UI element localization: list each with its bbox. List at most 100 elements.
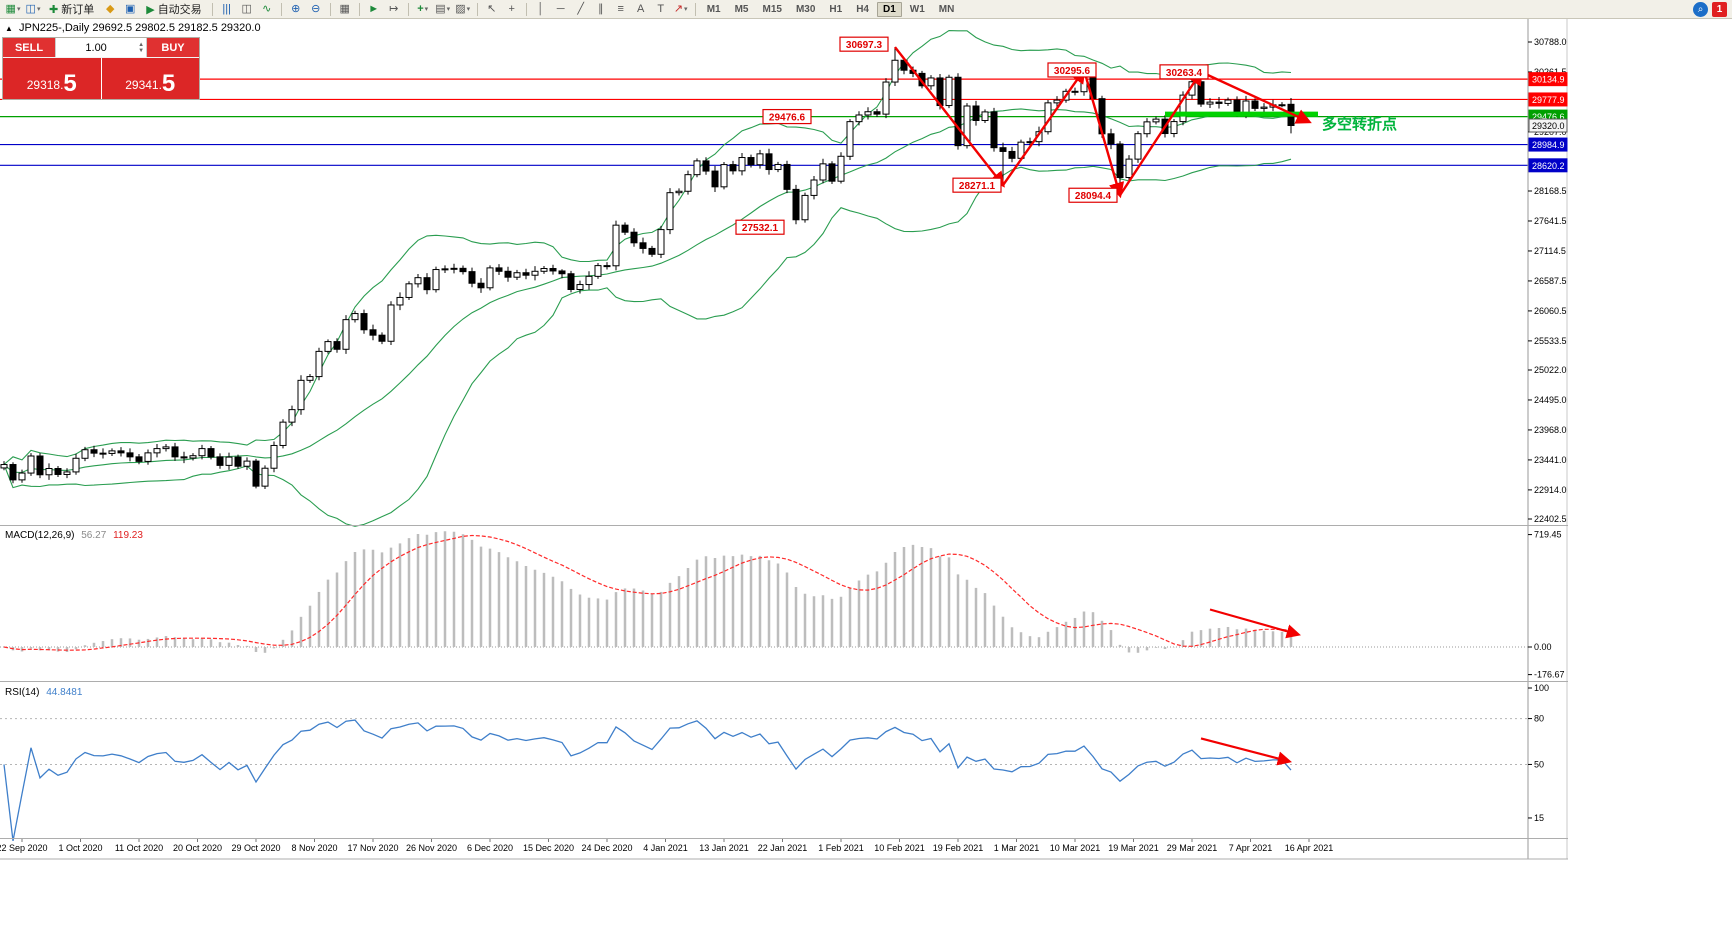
toolbar-separator (694, 2, 696, 16)
text-icon[interactable]: A (637, 2, 645, 15)
chart-shift-icon[interactable]: ↦ (389, 2, 399, 15)
svg-text:29 Oct 2020: 29 Oct 2020 (231, 843, 280, 853)
indicators-icon[interactable]: + ▾ (417, 2, 429, 15)
toolbar-separator (329, 2, 331, 16)
autotrading-label: 自动交易 (157, 4, 202, 16)
notifications-badge[interactable]: 1 (1712, 1, 1727, 17)
candlestick-chart-icon[interactable]: ◫ (241, 2, 252, 15)
svg-text:29777.9: 29777.9 (1532, 95, 1565, 105)
ohlc-values: 29692.5 29802.5 29182.5 29320.0 (92, 22, 261, 34)
zoom-in-icon[interactable]: ⊕ (291, 2, 301, 15)
volume-down-button[interactable]: ▼ (138, 47, 145, 54)
volume-up-button[interactable]: ▲ (138, 41, 145, 48)
tile-windows-icon[interactable]: ▦ (339, 2, 350, 15)
svg-text:19 Mar 2021: 19 Mar 2021 (1108, 843, 1159, 853)
svg-text:30295.6: 30295.6 (1054, 66, 1091, 77)
bid-price[interactable]: 29318. 5 (3, 58, 101, 99)
toolbar-separator (525, 2, 527, 16)
svg-text:10 Feb 2021: 10 Feb 2021 (874, 843, 925, 853)
new-chart-icon[interactable]: ▦ ▾ (5, 2, 21, 15)
svg-text:29476.6: 29476.6 (769, 113, 806, 124)
bar-chart-icon[interactable]: ||| (222, 2, 231, 15)
terminal-icon[interactable]: ▣ (125, 2, 136, 15)
svg-text:15 Dec 2020: 15 Dec 2020 (523, 843, 574, 853)
cursor-icon[interactable]: ↖ (487, 2, 497, 15)
rsi-name: RSI(14) (5, 687, 40, 698)
svg-text:20 Oct 2020: 20 Oct 2020 (173, 843, 222, 853)
svg-text:1 Mar 2021: 1 Mar 2021 (994, 843, 1040, 853)
line-chart-icon[interactable]: ∿ (262, 2, 272, 15)
search-icon[interactable]: ⌕ (1693, 1, 1708, 17)
svg-text:1 Oct 2020: 1 Oct 2020 (58, 843, 102, 853)
trendline-icon[interactable]: ╱ (577, 2, 584, 15)
timeframe-mn[interactable]: MN (938, 3, 955, 15)
equidistant-channel-icon[interactable]: ∥ (597, 2, 604, 15)
ask-price-small: 29341. (125, 78, 162, 92)
play-icon: ▶ (146, 3, 155, 16)
timeframe-m1[interactable]: M1 (706, 3, 721, 15)
profiles-icon[interactable]: ◫ ▾ (25, 2, 41, 15)
svg-text:27114.5: 27114.5 (1534, 246, 1566, 256)
periods-icon[interactable]: ▤ ▾ (435, 2, 451, 15)
toolbar-separator (211, 2, 213, 16)
auto-scroll-icon[interactable]: ► (368, 2, 380, 15)
trend-annotation: 多空转折点 (1322, 116, 1398, 133)
toolbar-separator (407, 2, 409, 16)
svg-text:23441.0: 23441.0 (1534, 455, 1567, 465)
macd-name: MACD(12,26,9) (5, 530, 75, 541)
metaeditor-icon[interactable]: ◆ (105, 2, 115, 15)
bid-price-small: 29318. (26, 78, 64, 92)
vertical-line-icon[interactable]: │ (537, 2, 545, 15)
sell-button[interactable]: SELL (3, 38, 55, 57)
svg-text:16 Apr 2021: 16 Apr 2021 (1285, 843, 1334, 853)
text-label-icon[interactable]: T (657, 2, 665, 15)
plus-icon: ✚ (49, 3, 59, 16)
new-order-label: 新订单 (61, 4, 95, 16)
svg-text:28271.1: 28271.1 (959, 181, 996, 192)
rsi-panel[interactable] (0, 718, 1528, 842)
horizontal-line-icon[interactable]: ─ (556, 2, 565, 15)
svg-text:29 Mar 2021: 29 Mar 2021 (1167, 843, 1218, 853)
svg-text:22 Sep 2020: 22 Sep 2020 (0, 843, 48, 853)
timeframe-m30[interactable]: M30 (795, 3, 816, 15)
fibonacci-icon[interactable]: ≡ (617, 2, 624, 15)
main-toolbar: ▦ ▾ ◫ ▾ ✚ 新订单 ◆ ▣ ▶ 自动交易 ||| ◫ ∿ ⊕ ⊖ ▦ ► ↦… (0, 0, 1732, 19)
macd-label: MACD(12,26,9) 56.27 119.23 (5, 530, 143, 541)
autotrading-button[interactable]: ▶ 自动交易 (141, 1, 206, 18)
arrows-icon[interactable]: ↗ ▾ (673, 2, 688, 15)
price-axis[interactable]: 30788.030261.529207.028168.527641.527114… (1527, 19, 1568, 859)
ask-price-big: 5 (161, 70, 176, 97)
svg-text:30261.5: 30261.5 (1534, 67, 1567, 77)
one-click-trading-panel: SELL ▲ ▼ BUY 29318.5 29341.5 (2, 37, 200, 100)
main-price-panel[interactable] (0, 30, 1528, 527)
symbol-title: JPN225-,Daily (18, 22, 90, 34)
zoom-out-icon[interactable]: ⊖ (311, 2, 321, 15)
crosshair-icon[interactable]: + (508, 2, 515, 15)
timeframe-d1[interactable]: D1 (877, 1, 902, 17)
svg-text:4 Jan 2021: 4 Jan 2021 (643, 843, 688, 853)
buy-button[interactable]: BUY (147, 38, 199, 57)
macd-panel[interactable] (0, 531, 1528, 653)
svg-text:29320.0: 29320.0 (1532, 121, 1565, 131)
ask-price[interactable]: 29341. 5 (101, 58, 199, 99)
svg-text:100: 100 (1534, 683, 1549, 693)
timeframe-m5[interactable]: M5 (734, 3, 749, 15)
new-order-button[interactable]: ✚ 新订单 (44, 1, 99, 18)
chart-canvas[interactable]: 30788.030261.529207.028168.527641.527114… (0, 19, 1568, 860)
svg-text:0.00: 0.00 (1534, 642, 1552, 652)
svg-text:-176.67: -176.67 (1534, 670, 1565, 680)
timeframe-h4[interactable]: H4 (856, 3, 869, 15)
svg-text:6 Dec 2020: 6 Dec 2020 (467, 843, 513, 853)
chart-title: ▲ JPN225-,Daily 29692.5 29802.5 29182.5 … (5, 22, 261, 34)
svg-text:28094.4: 28094.4 (1075, 191, 1112, 202)
rsi-value: 44.8481 (46, 687, 83, 698)
templates-icon[interactable]: ▨ ▾ (455, 2, 471, 15)
macd-main-value: 56.27 (81, 530, 107, 541)
timeframe-w1[interactable]: W1 (909, 3, 925, 15)
timeframe-m15[interactable]: M15 (762, 3, 782, 15)
volume-input[interactable] (56, 38, 137, 57)
timeframe-h1[interactable]: H1 (829, 3, 843, 15)
svg-text:26587.5: 26587.5 (1534, 276, 1567, 286)
one-click-collapse-icon[interactable]: ▲ (5, 24, 13, 33)
time-axis[interactable]: 22 Sep 2020 1 Oct 2020 11 Oct 2020 20 Oct 2… (0, 838, 1334, 854)
